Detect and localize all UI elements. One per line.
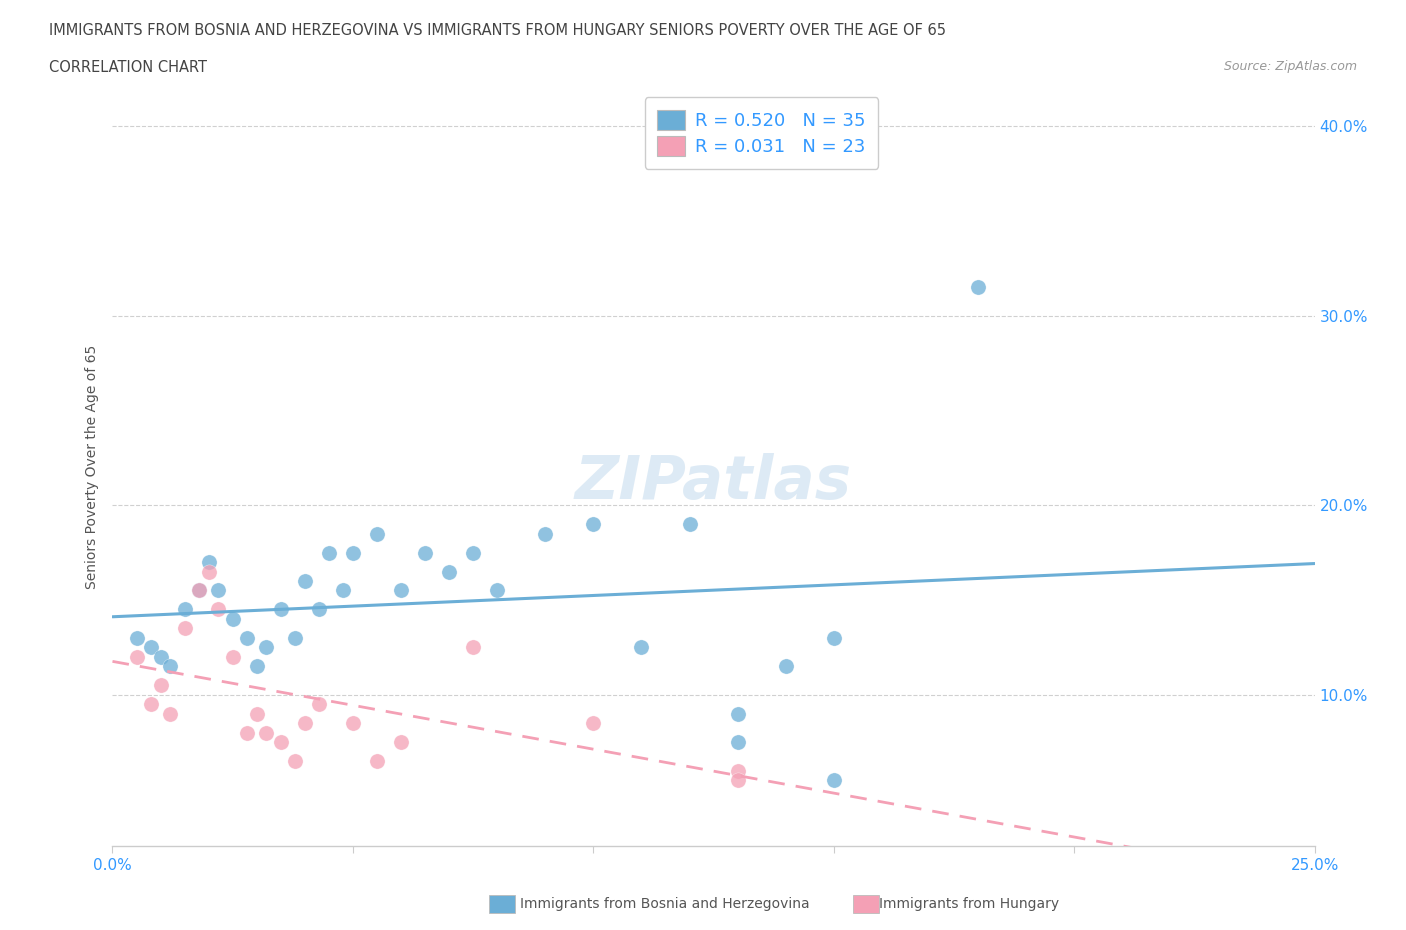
Point [188,583,211,598]
Text: Immigrants from Hungary: Immigrants from Hungary [879,897,1059,911]
Point [284,753,307,768]
Point [308,697,330,711]
Point [727,735,749,750]
Point [197,554,219,569]
Point [967,280,990,295]
Point [139,640,162,655]
Point [727,764,749,778]
Point [630,640,652,655]
Point [294,574,316,589]
Point [246,706,269,721]
Point [413,545,436,560]
Point [254,640,277,655]
Point [222,649,245,664]
Point [308,602,330,617]
Point [678,517,700,532]
Point [389,583,412,598]
Text: CORRELATION CHART: CORRELATION CHART [49,60,207,75]
Point [284,631,307,645]
Point [254,725,277,740]
Point [534,526,557,541]
Point [582,517,605,532]
Point [437,565,460,579]
Point [823,631,845,645]
Point [236,725,259,740]
Point [318,545,340,560]
Text: Source: ZipAtlas.com: Source: ZipAtlas.com [1223,60,1357,73]
Text: IMMIGRANTS FROM BOSNIA AND HERZEGOVINA VS IMMIGRANTS FROM HUNGARY SENIORS POVERT: IMMIGRANTS FROM BOSNIA AND HERZEGOVINA V… [49,23,946,38]
Point [270,735,292,750]
Point [139,697,162,711]
Point [207,583,229,598]
Point [582,716,605,731]
Point [188,583,211,598]
Point [159,658,181,673]
Point [342,545,364,560]
Point [149,678,172,693]
Point [461,545,484,560]
Point [342,716,364,731]
Point [486,583,509,598]
Point [294,716,316,731]
Point [775,658,797,673]
Point [366,753,388,768]
Point [173,602,195,617]
Y-axis label: Seniors Poverty Over the Age of 65: Seniors Poverty Over the Age of 65 [84,345,98,590]
Point [222,612,245,627]
Point [389,735,412,750]
Point [366,526,388,541]
Point [173,621,195,636]
Point [125,649,148,664]
Point [197,565,219,579]
Point [727,773,749,788]
Point [246,658,269,673]
Point [125,631,148,645]
Text: ZIPatlas: ZIPatlas [575,453,852,512]
Point [207,602,229,617]
Point [823,773,845,788]
Point [159,706,181,721]
Point [270,602,292,617]
Point [727,706,749,721]
Point [332,583,354,598]
Point [461,640,484,655]
Legend: R = 0.520   N = 35, R = 0.031   N = 23: R = 0.520 N = 35, R = 0.031 N = 23 [645,98,879,168]
Point [149,649,172,664]
Point [236,631,259,645]
Text: Immigrants from Bosnia and Herzegovina: Immigrants from Bosnia and Herzegovina [520,897,810,911]
